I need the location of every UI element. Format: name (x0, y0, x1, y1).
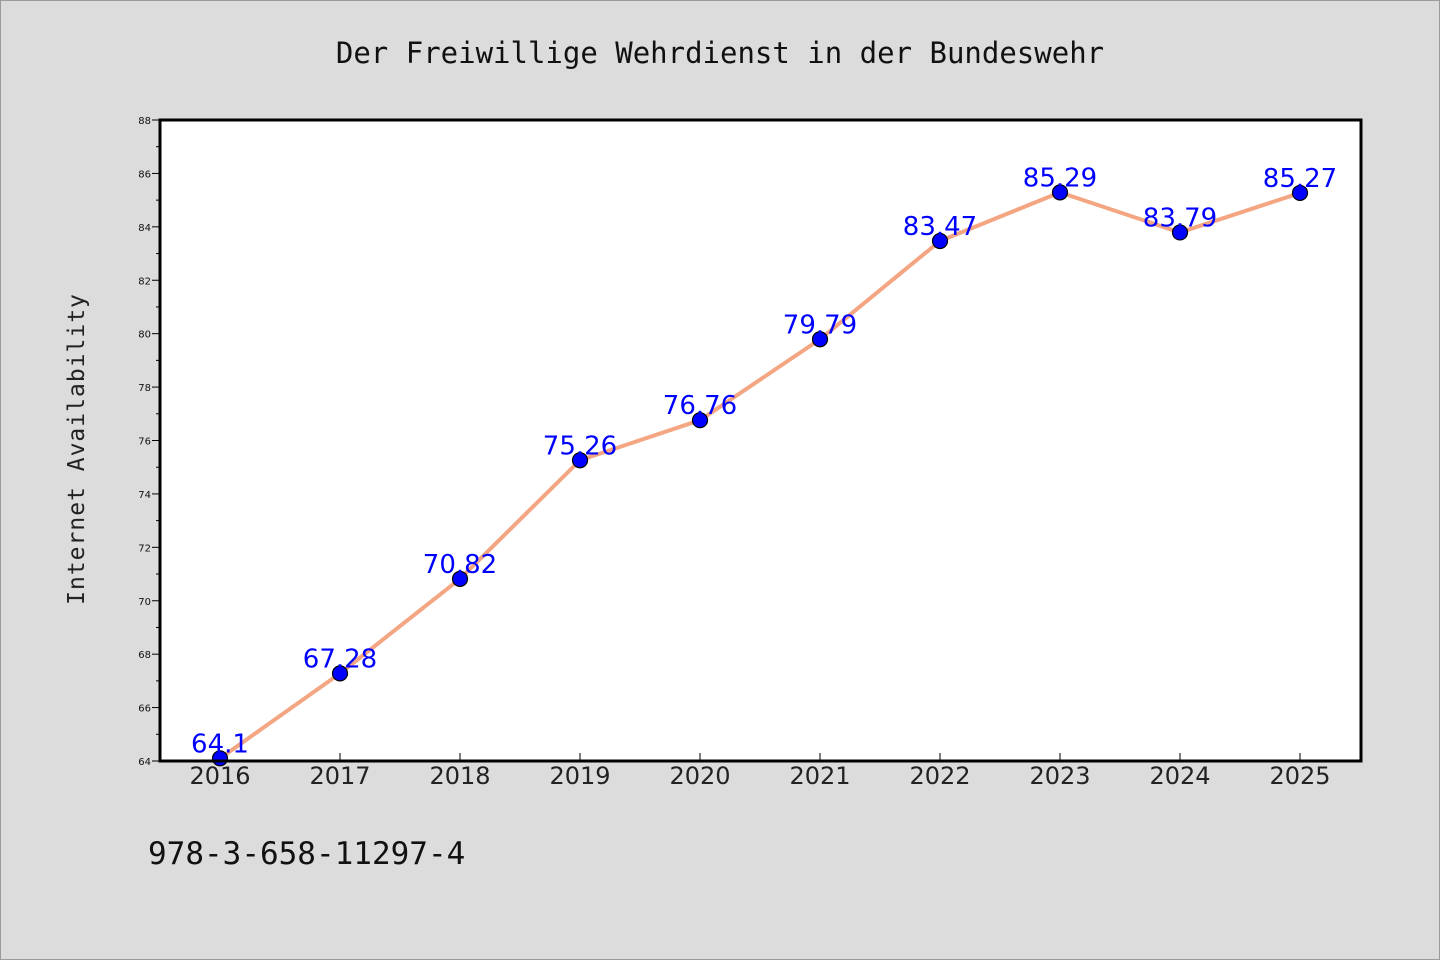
x-tick-label: 2025 (1269, 762, 1330, 790)
series-line (218, 190, 1302, 761)
data-point (451, 570, 469, 587)
data-point (931, 232, 949, 250)
data-point (691, 412, 709, 429)
data-label: 67.28 (303, 644, 377, 674)
data-label: 75.26 (543, 431, 617, 461)
x-tick-label: 2020 (669, 762, 730, 790)
data-point (571, 452, 589, 469)
y-tick-label: 84 (138, 223, 151, 234)
data-point (1051, 184, 1069, 201)
y-tick-label: 80 (138, 330, 151, 341)
data-label: 79.79 (783, 310, 857, 340)
y-tick-label: 72 (138, 543, 151, 554)
data-label: 64.1 (191, 729, 249, 759)
plot-border (158, 118, 1363, 763)
x-tick-label: 2023 (1029, 762, 1090, 790)
y-tick-label: 76 (138, 437, 151, 448)
y-axis-label: Internet Availability (64, 293, 90, 605)
data-point (1291, 184, 1309, 202)
data-label: 70.82 (423, 550, 497, 580)
x-tick-label: 2021 (789, 762, 850, 790)
y-tick-label: 66 (138, 704, 151, 715)
data-point (331, 665, 349, 682)
x-tick-label: 2024 (1149, 762, 1210, 790)
x-tick-label: 2022 (909, 762, 970, 790)
y-tick-label: 68 (138, 650, 151, 661)
y-tick-label: 86 (138, 169, 151, 180)
y-tick-label: 78 (138, 383, 151, 394)
x-tick-label: 2018 (429, 762, 490, 790)
chart-title: Der Freiwillige Wehrdienst in der Bundes… (336, 36, 1104, 70)
footer-code: 978-3-658-11297-4 (148, 836, 465, 872)
data-label: 83.47 (903, 212, 977, 242)
plot-layer: 64 66 68 70 72 74 76 78 80 82 84 86 88 2016 2017 2018 20… (138, 116, 1337, 790)
data-point (811, 331, 829, 348)
x-tick-label: 2016 (189, 762, 250, 790)
data-label: 85.27 (1263, 164, 1337, 194)
data-label: 76.76 (663, 391, 737, 421)
x-tick-label: 2019 (549, 762, 610, 790)
x-tick-label: 2017 (309, 762, 370, 790)
y-tick-label: 70 (138, 597, 151, 608)
data-label: 83.79 (1143, 203, 1217, 233)
data-label: 85.29 (1023, 163, 1097, 193)
y-tick-label: 64 (138, 757, 151, 768)
data-point (1171, 224, 1189, 241)
y-tick-label: 74 (138, 490, 151, 501)
y-tick-label: 88 (138, 116, 151, 127)
y-tick-label: 82 (138, 276, 151, 287)
